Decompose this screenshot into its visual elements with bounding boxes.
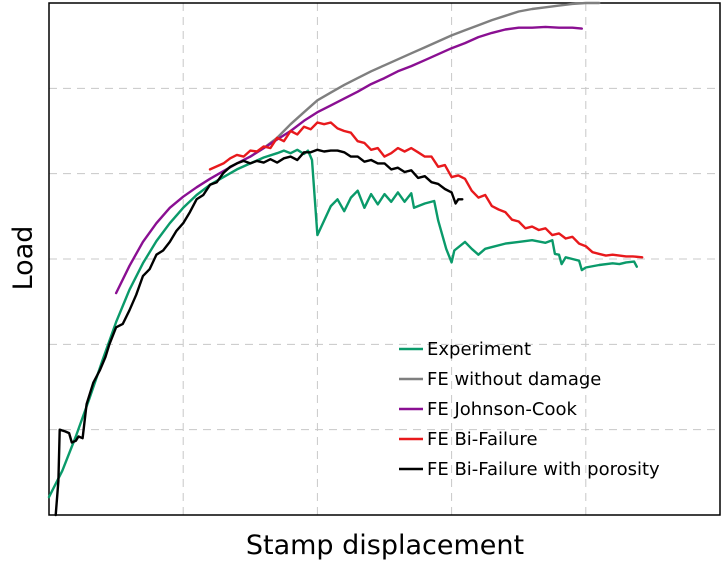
y-axis-label: Load — [8, 226, 39, 291]
series-line-fe-without-damage — [249, 1, 601, 158]
legend-label: Experiment — [427, 339, 531, 360]
series-lines — [47, 1, 644, 517]
series-line-fe-bi-failure-with-porosity — [54, 148, 464, 517]
plot-frame — [48, 2, 721, 516]
series-line-experiment — [47, 148, 638, 499]
legend-item: FE Bi-Failure with porosity — [399, 459, 660, 480]
series-line-fe-johnson-cook — [114, 25, 583, 295]
legend-item: FE Bi-Failure — [399, 429, 538, 450]
legend-label: FE without damage — [427, 369, 601, 390]
series-line-fe-bi-failure — [208, 121, 644, 259]
grid-lines — [49, 3, 720, 515]
legend-label: FE Bi-Failure — [427, 429, 538, 450]
x-axis-label: Stamp displacement — [246, 530, 524, 561]
legend-item: FE without damage — [399, 369, 601, 390]
legend-label: FE Bi-Failure with porosity — [427, 459, 660, 480]
legend-label: FE Johnson-Cook — [427, 399, 577, 420]
legend-item: Experiment — [399, 339, 531, 360]
legend: Experiment FE without damage FE Johnson-Co… — [399, 339, 660, 480]
legend-item: FE Johnson-Cook — [399, 399, 577, 420]
